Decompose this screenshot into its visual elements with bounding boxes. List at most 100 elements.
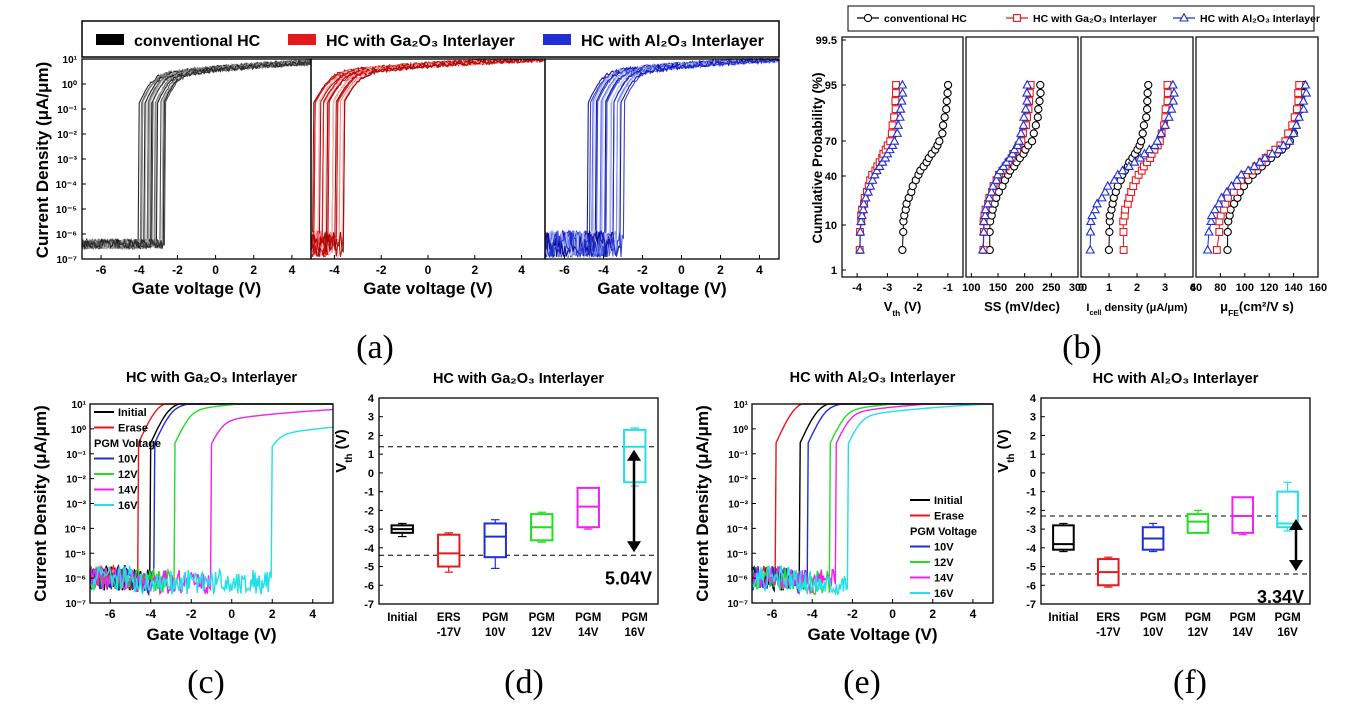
data-point bbox=[1144, 80, 1153, 90]
data-point bbox=[988, 180, 998, 190]
transfer-curve bbox=[544, 57, 779, 257]
subpanel-curves bbox=[544, 57, 780, 260]
y-tick-label: 10⁻² bbox=[728, 475, 748, 486]
transfer-curve bbox=[81, 59, 312, 250]
plot-frame bbox=[965, 36, 1079, 278]
transfer-curve bbox=[81, 58, 312, 250]
y-tick-label: 10⁻⁶ bbox=[65, 574, 86, 585]
y-tick-label: 95 bbox=[825, 80, 837, 92]
data-point bbox=[977, 244, 988, 254]
x-tick-label: 0 bbox=[889, 607, 896, 621]
category-label: PGM bbox=[575, 612, 601, 624]
y-tick-label: 4 bbox=[368, 393, 375, 405]
x-tick-label: -2 bbox=[376, 263, 387, 277]
category-label: 16V bbox=[1277, 627, 1298, 639]
data-point bbox=[1166, 103, 1177, 113]
transfer-curve bbox=[81, 58, 312, 250]
label-part: μ bbox=[1220, 299, 1228, 314]
label-part: density (μA/μm) bbox=[1101, 302, 1188, 314]
transfer-curve bbox=[81, 59, 312, 249]
box bbox=[483, 522, 507, 559]
y-tick-label: 10⁻⁵ bbox=[56, 205, 77, 216]
panel-f: -7 -6 -5 -4 -3 -2 -1 0 1 2 3 4 Initial ERS -17V PGM 10V P… bbox=[995, 371, 1311, 639]
y-tick-label: 1 bbox=[1030, 449, 1036, 461]
y-tick-label: -2 bbox=[1026, 505, 1036, 517]
x-tick-label: 0 bbox=[678, 263, 685, 277]
data-point bbox=[1144, 144, 1155, 154]
x-tick-label: 1 bbox=[1106, 282, 1112, 294]
data-point bbox=[1085, 244, 1096, 254]
x-tick-label: 100 bbox=[962, 282, 980, 294]
data-point bbox=[1085, 226, 1096, 236]
panel-letter: (d) bbox=[504, 664, 544, 701]
y-tick-label: -4 bbox=[1026, 543, 1037, 555]
data-point bbox=[1255, 156, 1265, 166]
data-point bbox=[897, 87, 908, 97]
transfer-curve bbox=[544, 58, 780, 258]
x-tick-label: 140 bbox=[1284, 282, 1302, 294]
x-tick-label: -4 bbox=[852, 282, 863, 294]
label-part: (V) bbox=[900, 299, 921, 314]
category-label: 14V bbox=[578, 627, 599, 639]
data-point bbox=[882, 148, 893, 158]
data-point bbox=[1243, 165, 1254, 175]
arrow-head bbox=[627, 449, 641, 461]
data-point bbox=[891, 89, 900, 98]
legend-entry: Initial bbox=[118, 407, 147, 419]
x-axis-label: Gate voltage (V) bbox=[363, 279, 492, 298]
data-point bbox=[938, 121, 948, 130]
transfer-curve bbox=[544, 57, 780, 259]
y-tick-label: -4 bbox=[364, 543, 375, 555]
y-tick-label: 3 bbox=[368, 412, 374, 424]
data-point bbox=[884, 144, 895, 154]
x-tick-label: -2 bbox=[186, 607, 197, 621]
y-tick-label: 2 bbox=[1030, 430, 1036, 442]
transfer-curve bbox=[544, 57, 780, 258]
y-tick-label: -1 bbox=[1026, 487, 1036, 499]
legend-entry: HC with Al₂O₃ Interlayer bbox=[1200, 13, 1320, 25]
chart-title: HC with Ga₂O₃ Interlayer bbox=[433, 371, 604, 387]
box bbox=[437, 533, 461, 568]
data-point bbox=[1216, 192, 1227, 202]
data-point bbox=[1236, 169, 1247, 179]
x-tick-label: 0 bbox=[1078, 282, 1084, 294]
x-tick-label: 2 bbox=[269, 607, 276, 621]
transfer-curve bbox=[544, 57, 779, 259]
data-point bbox=[891, 97, 900, 106]
legend-entry: conventional HC bbox=[884, 13, 967, 25]
panel-e: 10⁻⁷ 10⁻⁶ 10⁻⁵ 10⁻⁴ 10⁻³ 10⁻² 10⁻¹ 10⁰ 10¹ -6 -4 -2… bbox=[693, 370, 994, 644]
plot-frame bbox=[1195, 36, 1319, 278]
data-point bbox=[1232, 174, 1242, 184]
data-point bbox=[887, 140, 898, 149]
y-tick-label: -2 bbox=[364, 505, 374, 517]
series-16v bbox=[751, 403, 993, 596]
data-point bbox=[1143, 96, 1152, 106]
data-point bbox=[992, 169, 1003, 179]
y-tick-label: -3 bbox=[1026, 524, 1036, 536]
data-point bbox=[1117, 165, 1128, 175]
y-tick-label: 70 bbox=[825, 136, 837, 148]
data-point bbox=[1100, 186, 1111, 196]
data-point bbox=[1210, 204, 1220, 214]
x-tick-label: -4 bbox=[598, 263, 609, 277]
x-tick-label: -4 bbox=[134, 263, 145, 277]
data-point bbox=[942, 96, 951, 106]
legend-swatch bbox=[543, 34, 571, 45]
x-tick-label: -4 bbox=[145, 607, 156, 621]
x-tick-label: 100 bbox=[1236, 282, 1254, 294]
data-point bbox=[1102, 180, 1113, 190]
x-tick-label: 4 bbox=[289, 263, 296, 277]
y-tick-label: 10⁻³ bbox=[57, 155, 77, 166]
category-label: 10V bbox=[1143, 627, 1164, 639]
transfer-curve bbox=[81, 60, 312, 251]
y-tick-label: 10¹ bbox=[63, 55, 78, 66]
y-tick-label: -7 bbox=[1026, 599, 1036, 611]
data-point bbox=[1156, 128, 1166, 137]
data-point bbox=[1022, 79, 1033, 89]
transfer-curve bbox=[81, 60, 312, 250]
data-point bbox=[1092, 198, 1102, 208]
legend-entry: Initial bbox=[934, 495, 963, 507]
transfer-curve bbox=[81, 59, 312, 250]
data-point bbox=[1012, 140, 1023, 149]
